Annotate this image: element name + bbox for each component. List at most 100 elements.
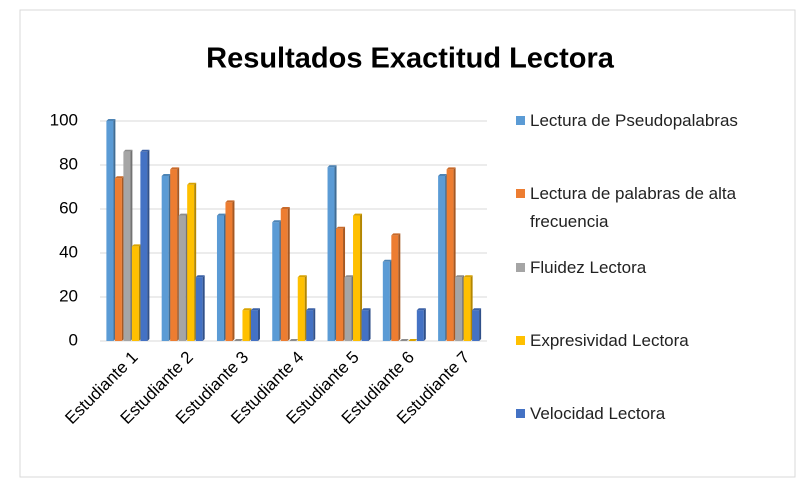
bar xyxy=(225,200,235,341)
bar xyxy=(353,213,363,341)
bar xyxy=(280,207,290,341)
bar-face xyxy=(391,233,401,236)
bar-face xyxy=(250,310,258,341)
bar xyxy=(472,308,482,341)
bar-face xyxy=(327,167,335,341)
y-tick-label: 80 xyxy=(59,154,78,173)
bar-face xyxy=(336,226,346,229)
bar-face xyxy=(416,308,426,311)
bar-face xyxy=(287,207,290,341)
bar xyxy=(399,339,409,341)
bar xyxy=(195,275,205,341)
bar xyxy=(250,308,260,341)
bar xyxy=(327,165,337,341)
chart-title: Resultados Exactitud Lectora xyxy=(206,43,615,75)
bar-face xyxy=(170,167,180,170)
bar-face xyxy=(225,200,235,203)
bar-face xyxy=(280,209,288,341)
bar-face xyxy=(114,176,124,179)
bar-face xyxy=(455,275,465,278)
bar xyxy=(170,167,180,341)
bar-face xyxy=(353,215,361,341)
bar-face xyxy=(438,176,446,341)
bar xyxy=(233,339,243,341)
bar-face xyxy=(233,339,243,341)
bar-face xyxy=(344,277,352,341)
bar-face xyxy=(216,215,224,341)
bar-face xyxy=(225,202,233,341)
bar-face xyxy=(242,308,252,311)
bar-face xyxy=(416,310,424,341)
bar-face xyxy=(408,339,418,341)
bar-face xyxy=(250,308,260,311)
bar-face xyxy=(170,169,178,341)
bar-face xyxy=(391,235,399,341)
bar-face xyxy=(472,308,482,311)
bar xyxy=(106,119,116,341)
legend-item: Velocidad Lectora xyxy=(516,400,760,428)
bar-face xyxy=(353,213,363,216)
bar xyxy=(438,174,448,341)
bar-face xyxy=(398,233,401,341)
legend-item: Lectura de palabras de alta frecuencia xyxy=(516,180,760,236)
bar-face xyxy=(178,213,188,216)
bar xyxy=(140,149,150,341)
bar xyxy=(187,182,197,341)
bar-face xyxy=(161,176,169,341)
bar-face xyxy=(147,149,150,341)
bar xyxy=(361,308,371,341)
bar-face xyxy=(446,167,456,170)
bar-face xyxy=(344,275,354,278)
bar-face xyxy=(195,275,205,278)
bar-face xyxy=(123,151,131,341)
bar xyxy=(297,275,307,341)
bar xyxy=(114,176,124,341)
legend-swatch xyxy=(516,189,525,198)
y-tick-label: 100 xyxy=(50,110,78,129)
bar-face xyxy=(472,310,480,341)
bar-face xyxy=(114,178,122,341)
legend-label: Lectura de palabras de alta frecuencia xyxy=(530,184,737,231)
bar-face xyxy=(313,308,316,341)
y-tick-label: 0 xyxy=(69,330,78,349)
bar xyxy=(344,275,354,341)
legend-swatch xyxy=(516,336,525,345)
bar-face xyxy=(257,308,260,341)
bar-face xyxy=(399,339,409,341)
bar-face xyxy=(382,261,390,341)
bar-face xyxy=(306,308,316,311)
bar-face xyxy=(336,228,344,341)
y-tick-label: 60 xyxy=(59,198,78,217)
bar-face xyxy=(361,308,371,311)
bar-face xyxy=(106,121,114,341)
bar-face xyxy=(195,277,203,341)
bar-face xyxy=(289,339,299,341)
bar-face xyxy=(463,277,471,341)
legend-swatch xyxy=(516,409,525,418)
legend-label: Lectura de Pseudopalabras xyxy=(530,111,738,130)
bar-face xyxy=(178,215,186,341)
bar-face xyxy=(327,165,337,168)
legend-swatch xyxy=(516,116,525,125)
bar-face xyxy=(438,174,448,176)
legend-item: Lectura de Pseudopalabras xyxy=(516,107,760,135)
bar-face xyxy=(187,184,195,341)
bar xyxy=(336,226,346,341)
bar-face xyxy=(463,275,473,278)
bar xyxy=(242,308,252,341)
bar-face xyxy=(216,213,226,216)
bar-face xyxy=(306,310,314,341)
bar-face xyxy=(368,308,371,341)
bar xyxy=(408,339,418,341)
legend-item: Expresividad Lectora xyxy=(516,327,760,355)
bar-face xyxy=(187,182,197,185)
bar-face xyxy=(423,308,426,341)
legend-item: Fluidez Lectora xyxy=(516,254,760,282)
bar-face xyxy=(455,277,463,341)
bar-face xyxy=(361,310,369,341)
bar-face xyxy=(479,308,482,341)
bar xyxy=(272,220,282,341)
bar-face xyxy=(446,169,454,341)
bar-face xyxy=(123,149,133,152)
